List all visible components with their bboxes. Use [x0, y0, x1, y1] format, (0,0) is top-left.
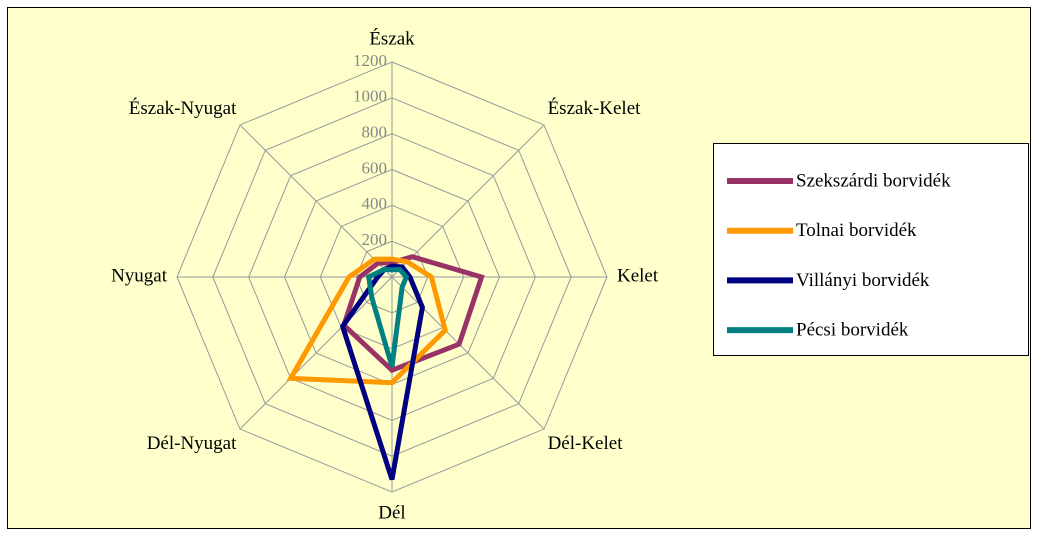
axis-label: Dél-Kelet — [548, 433, 624, 454]
legend-label: Villányi borvidék — [796, 270, 930, 291]
legend-label: Szekszárdi borvidék — [796, 170, 951, 191]
r-tick-label: 600 — [362, 158, 388, 177]
axis-label: Nyugat — [111, 265, 168, 286]
plot: 200 400 600 800 1000 1200 Észak Észak-Kelet Kele… — [111, 27, 659, 523]
r-tick-label: 800 — [362, 123, 388, 142]
axis-label: Észak-Kelet — [548, 97, 642, 119]
legend-label: Pécsi borvidék — [796, 319, 909, 340]
spoke — [239, 124, 393, 278]
r-tick-label: 1000 — [353, 87, 387, 106]
series-line — [286, 256, 448, 386]
axis-label: Dél — [378, 502, 405, 523]
spoke — [391, 124, 545, 278]
r-tick-label: 400 — [362, 194, 388, 213]
axis-label: Észak-Nyugat — [129, 97, 237, 119]
axis-label: Észak — [369, 27, 415, 49]
r-tick-label: 200 — [362, 230, 388, 249]
axis-label: Kelet — [617, 265, 659, 286]
r-tick-label: 1200 — [353, 51, 387, 70]
spoke — [239, 276, 393, 430]
axis-label: Dél-Nyugat — [147, 433, 237, 454]
spoke — [391, 276, 545, 430]
series-line — [365, 266, 410, 368]
legend-label: Tolnai borvidék — [796, 220, 917, 241]
series-line — [340, 254, 485, 374]
